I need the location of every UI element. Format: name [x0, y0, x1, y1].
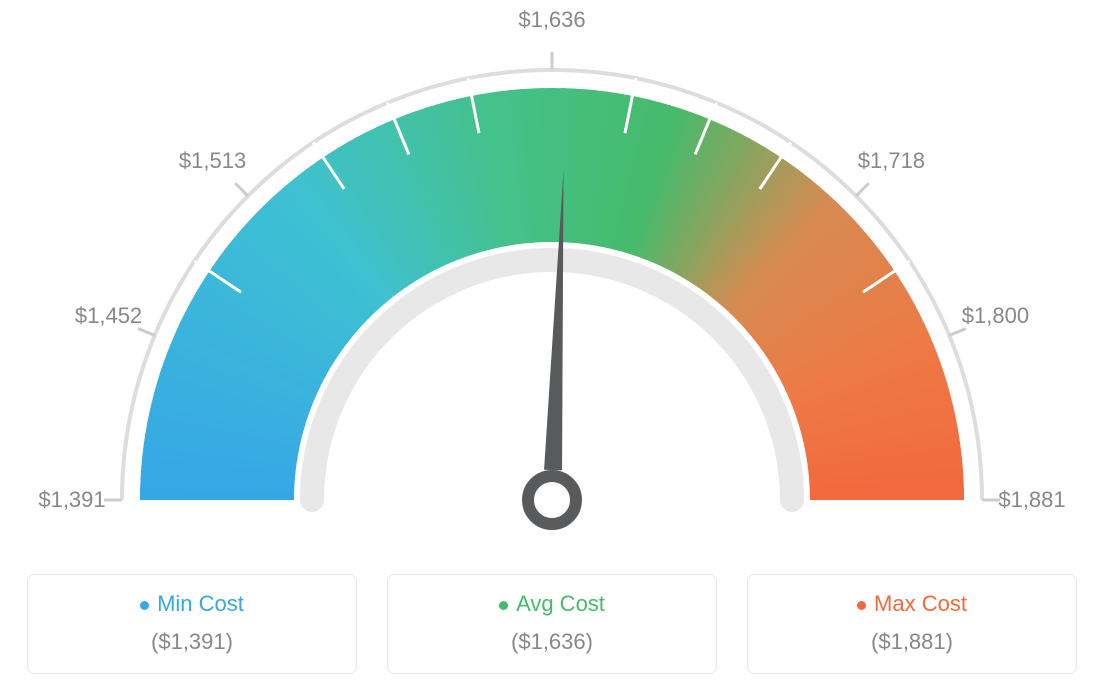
gauge-chart: $1,391 $1,452 $1,513 $1,636 $1,718 $1,800 $1,8…: [0, 0, 1104, 560]
legend-avg-title: Avg Cost: [398, 591, 706, 617]
legend-min-title: Min Cost: [38, 591, 346, 617]
legend-avg-dot: [499, 601, 508, 610]
legend-max-value: ($1,881): [758, 629, 1066, 655]
gauge-tick-label: $1,391: [38, 487, 105, 513]
gauge-tick-label: $1,513: [179, 148, 246, 174]
gauge-tick-label: $1,881: [998, 487, 1065, 513]
legend-avg-label: Avg Cost: [516, 591, 605, 616]
legend-max-label: Max Cost: [874, 591, 967, 616]
gauge-tick-label: $1,718: [858, 148, 925, 174]
gauge-tick-label: $1,636: [518, 7, 585, 33]
gauge-tick-label: $1,800: [962, 303, 1029, 329]
legend-min-dot: [140, 601, 149, 610]
legend-min-label: Min Cost: [157, 591, 244, 616]
legend-card-min: Min Cost ($1,391): [27, 574, 357, 674]
legend-row: Min Cost ($1,391) Avg Cost ($1,636) Max …: [0, 574, 1104, 674]
gauge-svg: [0, 0, 1104, 560]
legend-card-avg: Avg Cost ($1,636): [387, 574, 717, 674]
legend-min-value: ($1,391): [38, 629, 346, 655]
legend-max-dot: [857, 601, 866, 610]
legend-card-max: Max Cost ($1,881): [747, 574, 1077, 674]
legend-max-title: Max Cost: [758, 591, 1066, 617]
legend-avg-value: ($1,636): [398, 629, 706, 655]
gauge-tick-label: $1,452: [75, 303, 142, 329]
